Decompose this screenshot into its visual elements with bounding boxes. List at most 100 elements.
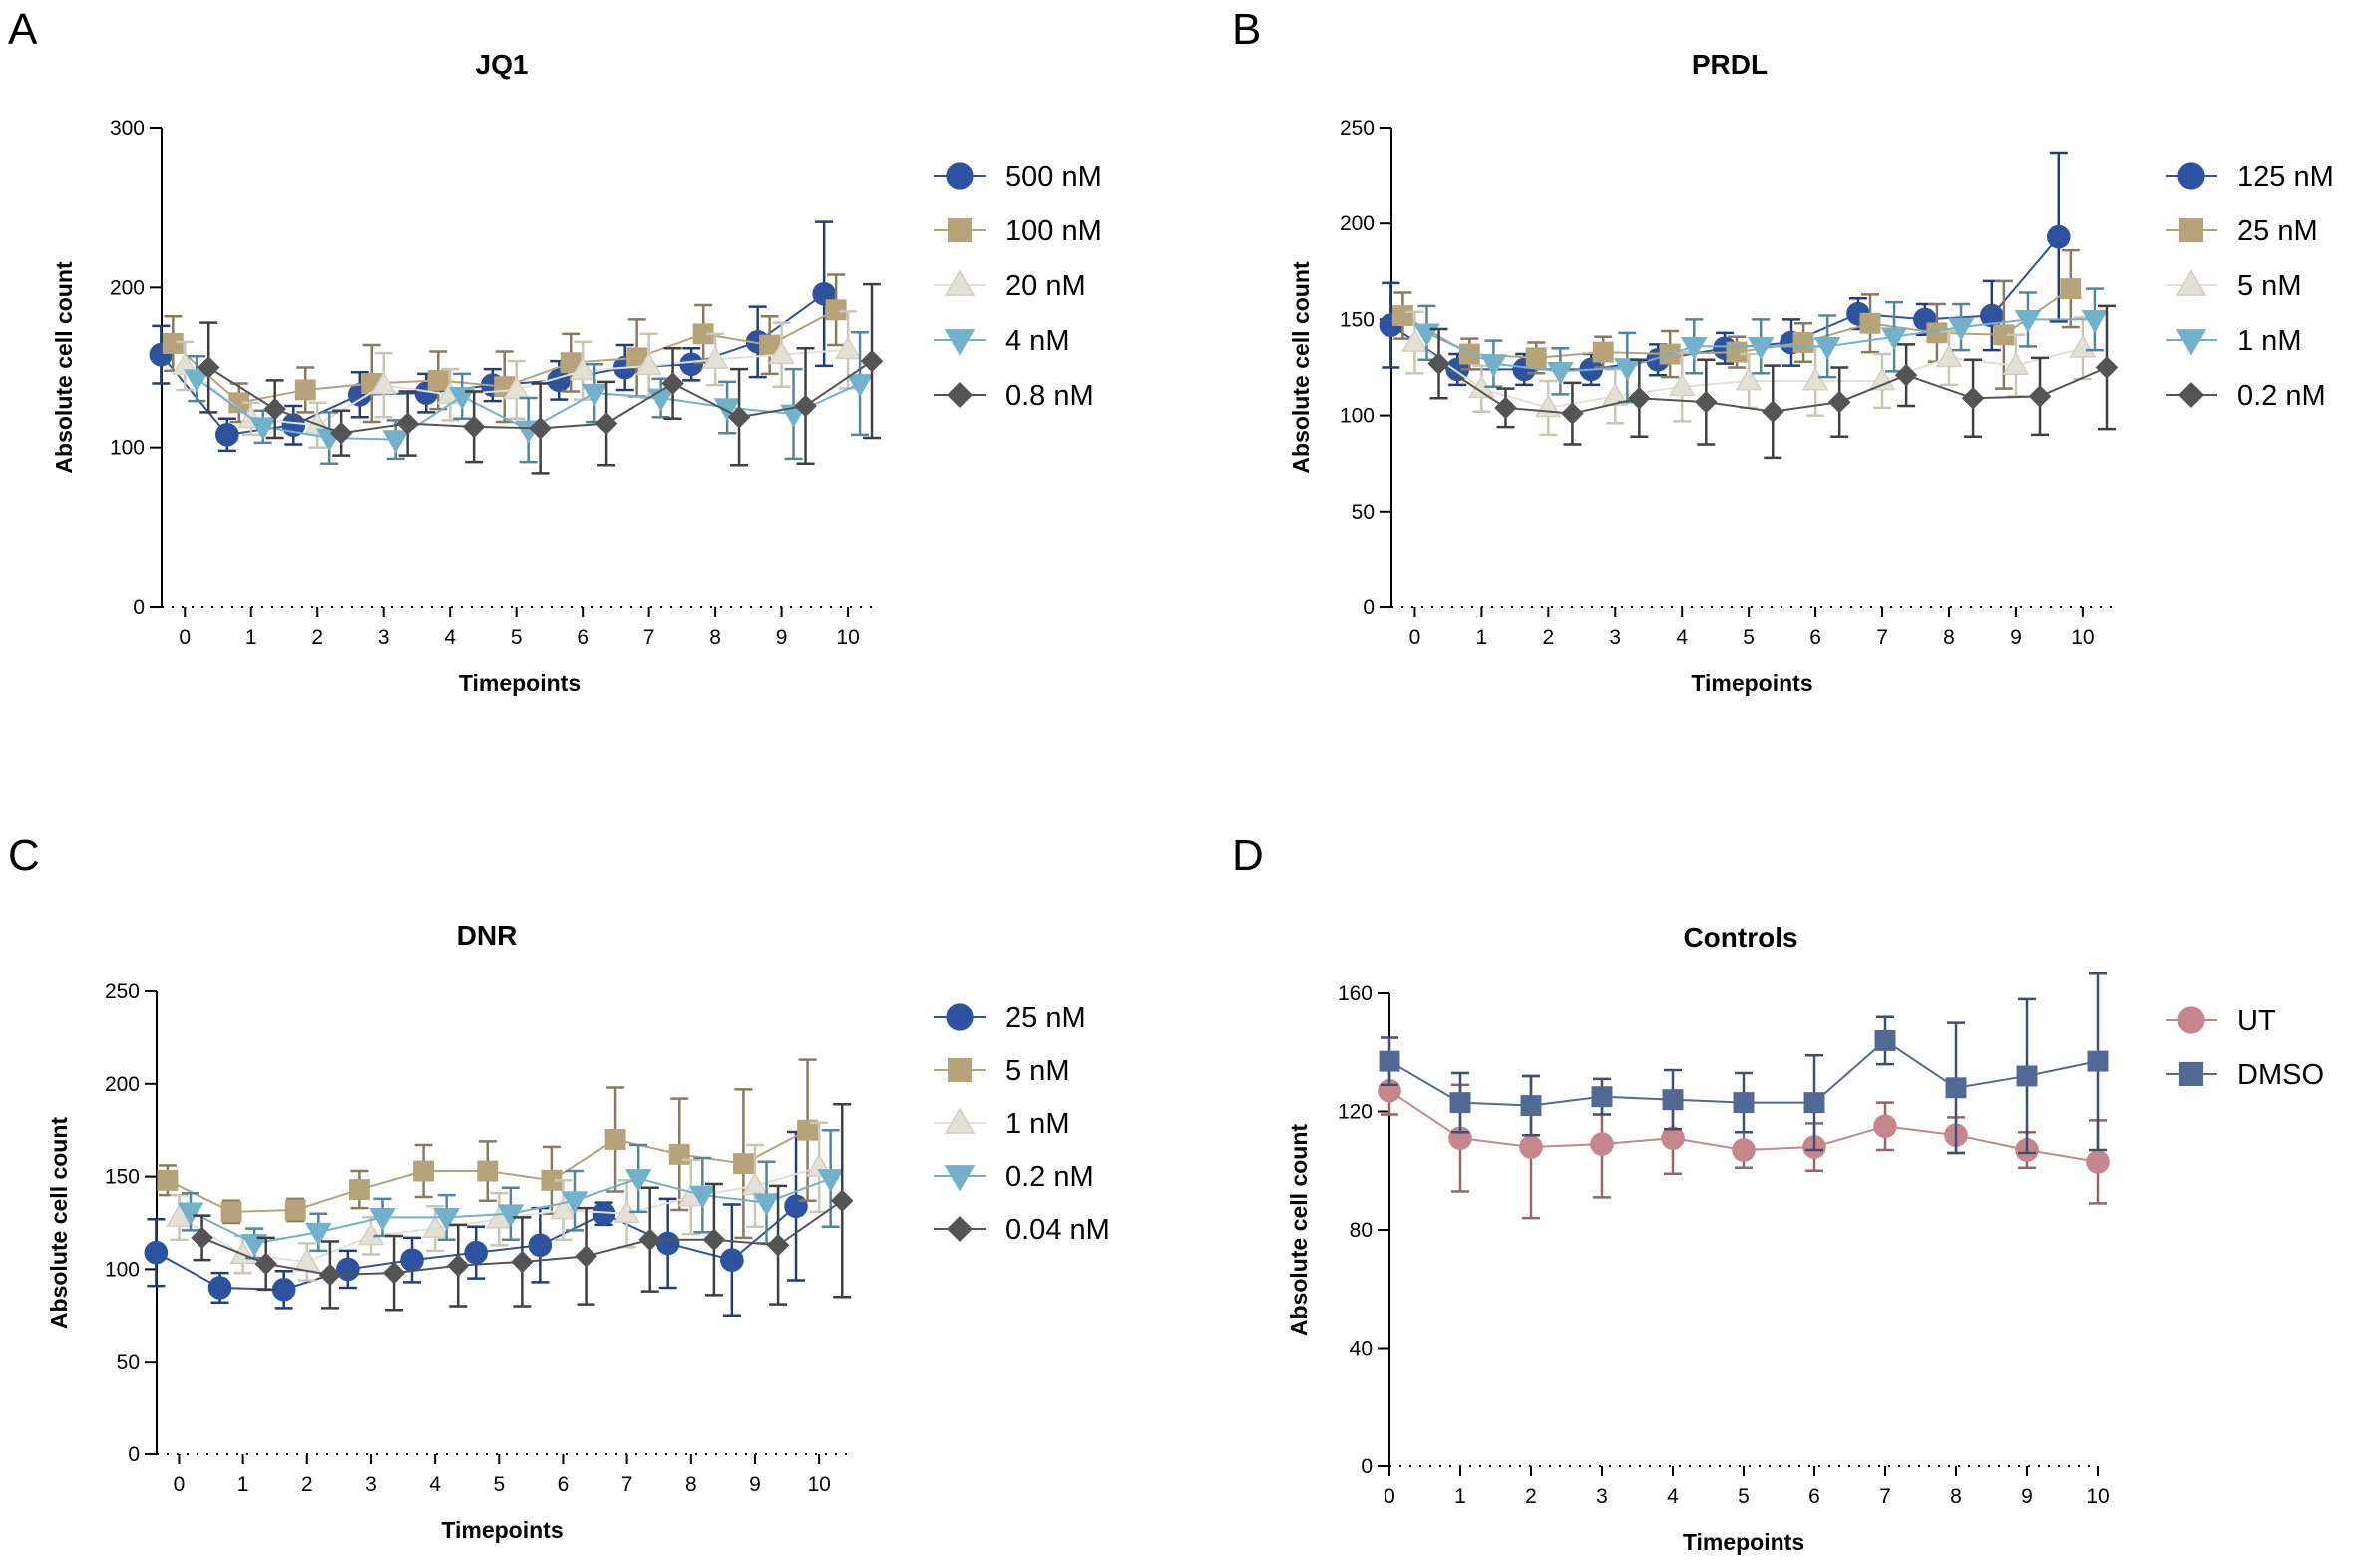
legend-entry: 4 nM xyxy=(934,325,1069,357)
series-25-nm xyxy=(1391,248,2082,390)
y-tick-label: 0 xyxy=(128,1443,140,1466)
x-tick-label: 5 xyxy=(1738,1485,1750,1508)
data-point xyxy=(1680,336,1708,360)
panel-letter-d: D xyxy=(1232,831,1264,880)
data-point xyxy=(784,1194,808,1219)
data-point xyxy=(713,398,741,422)
data-point xyxy=(581,383,608,407)
legend-c: 25 nM 5 nM 1 nM 0.2 nM 0.04 nM xyxy=(934,1002,1110,1246)
data-point xyxy=(215,423,239,447)
data-point xyxy=(1747,336,1775,360)
panel-a: A JQ1 0 100 200 300 0 1 2 3 4 5 6 7 8 9 10 Timepoints Ab… xyxy=(8,5,1102,696)
data-point xyxy=(529,417,552,440)
x-tick-label: 8 xyxy=(1950,1485,1962,1508)
data-point xyxy=(357,1222,385,1246)
data-point xyxy=(2095,356,2119,379)
data-point xyxy=(2028,385,2052,408)
panel-title-a: JQ1 xyxy=(476,49,529,80)
legend-a: 500 nM 100 nM 20 nM 4 nM 0.8 nM xyxy=(934,161,1102,412)
y-tick-label: 0 xyxy=(1363,596,1375,619)
data-point xyxy=(1947,317,1975,341)
data-point xyxy=(1873,1114,1897,1139)
data-point xyxy=(604,1129,626,1150)
data-point xyxy=(421,1215,449,1238)
legend-label: 0.8 nM xyxy=(1005,380,1094,412)
legend-marker xyxy=(2177,162,2205,190)
data-point xyxy=(1732,1138,1756,1162)
y-axis-title: Absolute cell count xyxy=(1286,1124,1312,1336)
x-tick-label: 4 xyxy=(1676,626,1688,649)
x-tick-label: 2 xyxy=(1542,626,1554,649)
data-point xyxy=(413,1160,435,1182)
x-tick-label: 5 xyxy=(493,1473,505,1496)
legend-entry: 500 nM xyxy=(934,161,1102,193)
data-point xyxy=(191,1226,213,1250)
legend-entry: DMSO xyxy=(2166,1059,2324,1091)
x-tick-label: 0 xyxy=(1384,1485,1395,1508)
plot-c: 0 50 100 150 200 250 0 1 2 3 4 5 6 7 8 9 10 Timepoints Abs… xyxy=(46,980,854,1543)
series-100-nm xyxy=(162,273,847,424)
y-tick-label: 150 xyxy=(1340,308,1375,331)
data-point xyxy=(689,1185,716,1209)
y-axis-title: Absolute cell count xyxy=(46,1117,72,1329)
y-tick-label: 50 xyxy=(117,1351,140,1373)
data-point xyxy=(462,415,486,439)
data-point xyxy=(1561,402,1584,425)
series-5-nm xyxy=(157,1058,819,1240)
x-tick-label: 3 xyxy=(1596,1485,1608,1508)
series-20-nm xyxy=(171,310,862,449)
data-point xyxy=(1733,1092,1755,1114)
data-point xyxy=(1614,358,1641,381)
data-point xyxy=(263,397,286,421)
y-tick-label: 80 xyxy=(1350,1219,1373,1242)
x-tick-label: 10 xyxy=(2086,1485,2109,1508)
x-axis-title: Timepoints xyxy=(459,670,581,696)
data-point xyxy=(400,1248,424,1272)
x-tick-label: 10 xyxy=(2071,626,2094,649)
data-point xyxy=(1961,387,1985,410)
legend-marker xyxy=(947,217,973,243)
data-point xyxy=(768,341,795,365)
x-tick-label: 0 xyxy=(1409,626,1421,649)
x-tick-label: 0 xyxy=(179,626,191,649)
data-point xyxy=(382,430,409,454)
plot-a: 0 100 200 300 0 1 2 3 4 5 6 7 8 9 10 Timepoints Absolute… xyxy=(51,117,884,696)
x-axis-title: Timepoints xyxy=(441,1517,563,1543)
data-point xyxy=(528,1233,553,1258)
series-5-nm xyxy=(1401,310,2097,437)
x-tick-label: 6 xyxy=(1808,1485,1820,1508)
data-point xyxy=(797,1119,819,1141)
data-point xyxy=(448,386,476,410)
data-point xyxy=(220,1201,242,1223)
legend-entry: 25 nM xyxy=(2166,215,2318,247)
data-point xyxy=(1427,352,1450,375)
legend-entry: UT xyxy=(2166,1005,2276,1037)
y-tick-label: 40 xyxy=(1350,1338,1373,1361)
data-point xyxy=(2002,352,2030,375)
data-point xyxy=(382,1261,406,1285)
x-tick-label: 3 xyxy=(365,1473,377,1496)
legend-label: 25 nM xyxy=(2237,215,2318,247)
data-point xyxy=(1591,1086,1613,1108)
y-tick-label: 0 xyxy=(1361,1455,1373,1478)
x-tick-label: 7 xyxy=(643,626,655,649)
x-tick-label: 9 xyxy=(776,626,788,649)
legend-marker xyxy=(944,1107,976,1134)
x-tick-label: 5 xyxy=(511,626,523,649)
data-point xyxy=(1668,373,1696,397)
data-point xyxy=(624,1169,652,1192)
data-point xyxy=(550,1196,577,1220)
data-point xyxy=(575,1245,597,1268)
data-point xyxy=(271,1278,296,1302)
data-point xyxy=(1391,305,1413,327)
data-point xyxy=(1726,341,1748,363)
x-tick-label: 7 xyxy=(1879,1485,1891,1508)
data-point xyxy=(1449,1092,1471,1114)
legend-entry: 100 nM xyxy=(934,215,1102,247)
legend-label: 1 nM xyxy=(1005,1108,1069,1140)
data-point xyxy=(1945,1077,1967,1099)
legend-label: 5 nM xyxy=(1005,1055,1069,1087)
data-point xyxy=(727,405,751,429)
data-point xyxy=(497,1204,525,1228)
legend-marker xyxy=(944,1165,976,1192)
